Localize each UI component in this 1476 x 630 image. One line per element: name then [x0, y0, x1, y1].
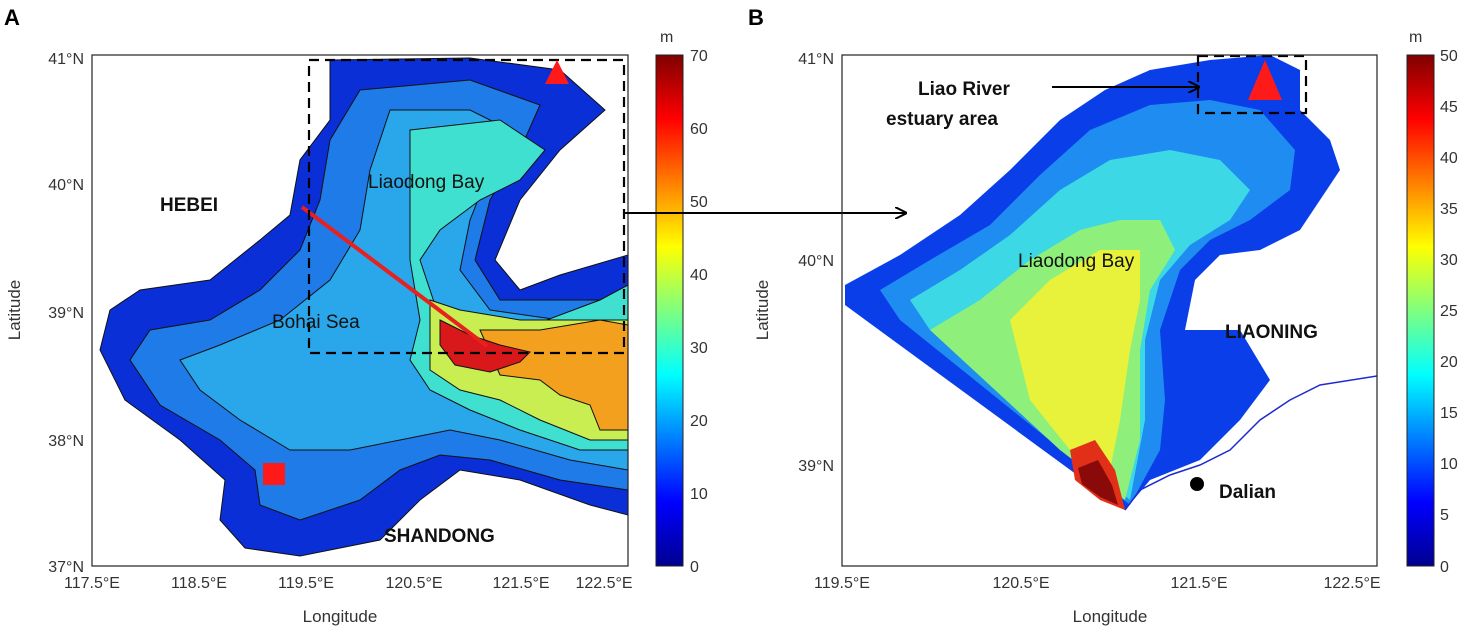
cb-a-tick-50: 50	[690, 194, 708, 211]
sea-depth-50-60	[479, 319, 628, 431]
lon-tick-a-1185: 118.5°E	[171, 575, 227, 592]
triangle-marker-a	[545, 60, 569, 84]
lon-tick-b-1205: 120.5°E	[992, 575, 1049, 592]
cb-b-tick-45: 45	[1440, 99, 1458, 116]
transect-line	[300, 205, 489, 348]
cb-b-tick-20: 20	[1440, 354, 1458, 371]
lon-tick-a-1205: 120.5°E	[385, 575, 442, 592]
xlabel-a: Longitude	[303, 607, 378, 626]
label-estuary-line1: Liao River	[918, 79, 1010, 100]
label-liaodong-bay-a: Liaodong Bay	[368, 172, 485, 193]
label-estuary-line2: estuary area	[886, 109, 998, 130]
cb-b-tick-5: 5	[1440, 507, 1449, 524]
lon-tick-b-1225: 122.5°E	[1323, 575, 1380, 592]
map-a-frame	[91, 54, 629, 567]
panel-letter-b: B	[748, 5, 764, 30]
lon-tick-b-1215: 121.5°E	[1170, 575, 1227, 592]
dalian-point	[1190, 477, 1204, 491]
ylabel-a: Latitude	[5, 280, 24, 341]
cb-b-tick-0: 0	[1440, 559, 1449, 576]
cb-b-tick-30: 30	[1440, 252, 1458, 269]
sea-b-depth-50	[1078, 460, 1118, 505]
lat-tick-b-39: 39°N	[798, 458, 834, 475]
cb-b-tick-35: 35	[1440, 201, 1458, 218]
cb-a-tick-20: 20	[690, 413, 708, 430]
ylabel-b: Latitude	[753, 280, 772, 341]
label-bohai-sea: Bohai Sea	[272, 312, 360, 333]
lat-tick-a-41: 41°N	[48, 51, 84, 68]
map-b-frame	[841, 54, 1378, 567]
lon-tick-a-1225: 122.5°E	[575, 575, 632, 592]
cb-b-tick-40: 40	[1440, 150, 1458, 167]
colorbar-a: m 70 60 50 40 30 20 10 0	[655, 29, 708, 576]
lat-tick-a-38: 38°N	[48, 433, 84, 450]
colorbar-b-ticks: 50 45 40 35 30 25 20 15 10 5 0	[1440, 48, 1458, 576]
lat-tick-a-37: 37°N	[48, 559, 84, 576]
panel-b: B Liao River estuary area Liaodong Bay	[748, 5, 1458, 626]
lon-tick-a-1175: 117.5°E	[64, 575, 120, 592]
cb-b-tick-10: 10	[1440, 456, 1458, 473]
lon-tick-a-1195: 119.5°E	[278, 575, 334, 592]
lat-tick-b-40: 40°N	[798, 253, 834, 270]
lon-axis-a: 117.5°E 118.5°E 119.5°E 120.5°E 121.5°E …	[64, 575, 633, 592]
lat-tick-a-40: 40°N	[48, 177, 84, 194]
label-liaoning: LIAONING	[1225, 322, 1318, 343]
cb-a-tick-60: 60	[690, 121, 708, 138]
label-shandong: SHANDONG	[384, 526, 495, 547]
cb-b-tick-50: 50	[1440, 48, 1458, 65]
xlabel-b: Longitude	[1073, 607, 1148, 626]
map-b	[845, 55, 1377, 511]
label-hebei: HEBEI	[160, 195, 218, 216]
cb-a-tick-30: 30	[690, 340, 708, 357]
colorbar-b-gradient	[1406, 54, 1435, 567]
colorbar-a-ticks: 70 60 50 40 30 20 10 0	[690, 48, 708, 576]
lat-axis-a: 41°N 40°N 39°N 38°N 37°N	[48, 51, 84, 576]
cb-b-tick-15: 15	[1440, 405, 1458, 422]
lat-tick-a-39: 39°N	[48, 305, 84, 322]
estuary-box	[1196, 55, 1308, 115]
lat-axis-b: 41°N 40°N 39°N	[798, 51, 834, 475]
cb-a-tick-70: 70	[690, 48, 708, 65]
panel-a: A HEBEI SHANDONG Liaodong Bay Bohai Sea	[4, 5, 708, 626]
colorbar-a-gradient	[655, 54, 684, 567]
map-a	[99, 57, 628, 557]
colorbar-a-unit: m	[660, 29, 673, 46]
triangle-marker-b	[1248, 60, 1282, 100]
cb-a-tick-40: 40	[690, 267, 708, 284]
sea-b-depth-30-35	[1010, 250, 1140, 470]
cb-b-tick-25: 25	[1440, 303, 1458, 320]
lon-tick-b-1195: 119.5°E	[814, 575, 870, 592]
label-liaodong-bay-b: Liaodong Bay	[1018, 251, 1135, 272]
cb-a-tick-10: 10	[690, 486, 708, 503]
lat-tick-b-41: 41°N	[798, 51, 834, 68]
square-marker	[263, 463, 285, 485]
lon-axis-b: 119.5°E 120.5°E 121.5°E 122.5°E	[814, 575, 1381, 592]
lon-tick-a-1215: 121.5°E	[492, 575, 549, 592]
label-dalian: Dalian	[1219, 482, 1276, 503]
coastline-b	[1124, 375, 1377, 511]
colorbar-b: m 50 45 40 35 30 25 20 15 10 5 0	[1406, 29, 1458, 576]
panel-letter-a: A	[4, 5, 20, 30]
cb-a-tick-0: 0	[690, 559, 699, 576]
colorbar-b-unit: m	[1409, 29, 1422, 46]
